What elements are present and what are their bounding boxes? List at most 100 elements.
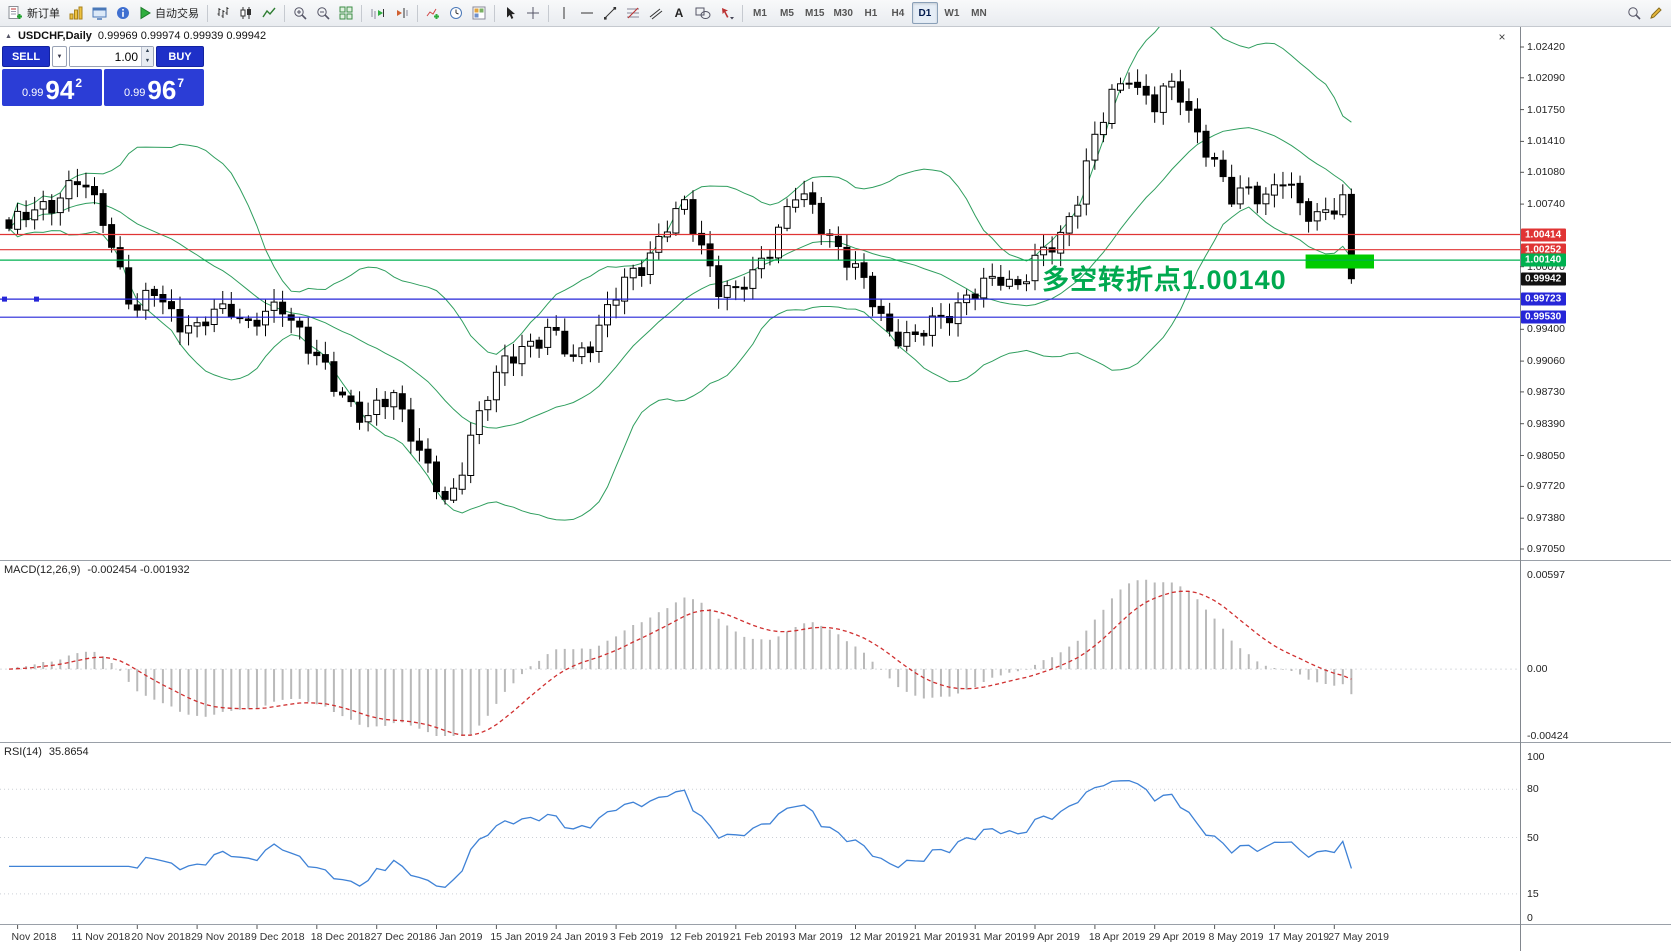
timeframe-m1-button[interactable]: M1 [747,2,773,24]
bollinger-bands [8,10,1352,521]
toolbar-separator [494,4,495,22]
fibonacci-tool-button[interactable] [622,2,644,24]
crosshair-icon [527,7,539,19]
horizontal-line-tool-button[interactable] [576,2,598,24]
buy-button[interactable]: BUY [156,46,204,67]
tile-windows-button[interactable] [335,2,357,24]
buy-price-display[interactable]: 0.99 96 7 [104,69,204,106]
vertical-line-tool-button[interactable] [553,2,575,24]
fibonacci-icon [627,7,639,19]
profiles-button[interactable] [88,2,111,24]
zoom-out-button[interactable] [312,2,334,24]
sell-button[interactable]: SELL [2,46,50,67]
new-order-label: 新订单 [27,8,60,20]
macd-histogram [16,579,1353,736]
tile-windows-icon [339,6,353,20]
buy-big-figure: 0.99 [123,87,146,99]
volume-stepper: ▲ ▼ [141,47,153,66]
clock-icon [450,7,462,19]
vertical-line-icon [563,7,565,19]
arrows-tool-button[interactable] [716,2,738,24]
toolbar-separator [742,4,743,22]
new-chart-icon [69,6,83,20]
sell-big-figure: 0.99 [21,87,44,99]
autotrading-play-icon [140,6,151,20]
toolbar-separator [284,4,285,22]
timeframe-w1-button[interactable]: W1 [939,2,965,24]
autotrading-label: 自动交易 [155,8,199,20]
profiles-icon [92,7,107,20]
zoom-in-button[interactable] [289,2,311,24]
volume-increase-button[interactable]: ▲ [141,47,153,57]
rsi-line [9,780,1353,888]
periods-button[interactable] [445,2,467,24]
toolbar-separator [207,4,208,22]
cursor-tool-button[interactable] [499,2,521,24]
text-tool-button[interactable]: A [668,2,690,24]
line-chart-mode-button[interactable] [258,2,280,24]
one-click-trading-panel: SELL ▼ ▲ ▼ BUY 0.99 94 2 0.99 96 [2,46,204,106]
chart-shift-button[interactable] [390,2,413,24]
timeframe-mn-button[interactable]: MN [966,2,992,24]
volume-input[interactable] [70,47,141,66]
candlestick-icon [240,7,251,19]
timeframe-d1-button[interactable]: D1 [911,2,938,24]
zoom-out-icon [317,7,330,20]
chart-shift-icon [397,8,408,18]
cursor-icon [507,7,515,19]
trendline-tool-button[interactable] [599,2,621,24]
shapes-icon [695,7,711,19]
main-toolbar: 新订单 自动交易 [0,0,1671,27]
buy-pip: 7 [177,76,185,90]
new-order-button[interactable]: 新订单 [4,2,64,24]
panel-frames [0,27,1671,951]
buy-points: 96 [147,75,177,105]
indicators-icon [426,8,439,19]
candlestick-mode-button[interactable] [235,2,257,24]
arrows-icon [722,8,734,20]
shapes-tool-button[interactable] [691,2,715,24]
indicators-button[interactable] [422,2,444,24]
new-chart-button[interactable] [65,2,87,24]
volume-decrease-button[interactable]: ▼ [141,56,153,66]
templates-button[interactable] [468,2,490,24]
templates-icon [472,6,486,20]
timeframe-h1-button[interactable]: H1 [858,2,884,24]
autotrading-button[interactable]: 自动交易 [135,2,203,24]
crosshair-tool-button[interactable] [522,2,544,24]
text-tool-icon: A [674,6,684,20]
toolbar-separator [417,4,418,22]
timeframe-m5-button[interactable]: M5 [774,2,800,24]
horizontal-price-lines [0,233,1520,318]
timeframe-h4-button[interactable]: H4 [885,2,911,24]
channel-tool-button[interactable] [645,2,667,24]
trendline-icon [604,7,617,20]
search-icon [1628,7,1641,20]
auto-scroll-button[interactable] [366,2,389,24]
order-type-dropdown[interactable]: ▼ [52,46,67,67]
candlestick-series [5,69,1355,505]
edit-button[interactable] [1645,2,1667,24]
highlight-rect[interactable] [1305,254,1374,269]
horizontal-line-icon [581,12,593,14]
bar-chart-mode-button[interactable] [212,2,234,24]
sell-points: 94 [45,75,75,105]
sell-pip: 2 [75,76,83,90]
chevron-down-icon: ▼ [56,53,63,60]
search-button[interactable] [1623,2,1645,24]
new-order-icon [8,6,22,19]
data-window-button[interactable] [112,2,134,24]
pencil-icon [1650,7,1662,19]
toolbar-separator [548,4,549,22]
volume-field: ▲ ▼ [69,46,154,67]
macd-signal-line [8,590,1352,736]
line-chart-icon [262,7,276,18]
sell-price-display[interactable]: 0.99 94 2 [2,69,102,106]
timeframe-m15-button[interactable]: M15 [801,2,828,24]
auto-scroll-icon [371,9,384,19]
rsi-level-lines [0,788,1520,895]
timeframe-m30-button[interactable]: M30 [829,2,856,24]
data-window-icon [117,7,129,19]
